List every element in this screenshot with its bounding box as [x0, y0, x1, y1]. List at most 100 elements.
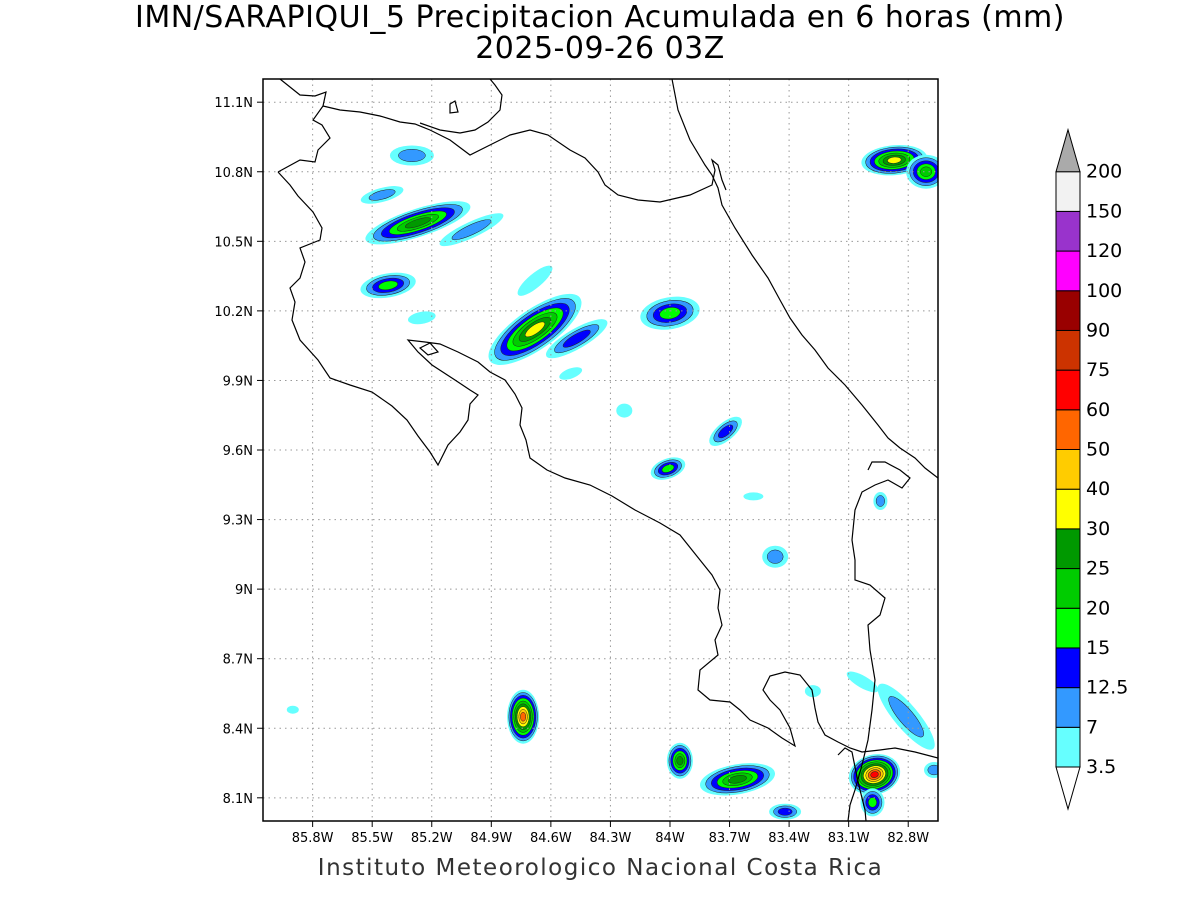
precip-cell: [517, 265, 553, 296]
colorbar-label: 150: [1086, 200, 1122, 222]
osa-lakes: [418, 342, 440, 356]
precip-cell: [507, 689, 540, 744]
precip-cell: [360, 272, 416, 299]
map-title: IMN/SARAPIQUI_5 Precipitacion Acumulada …: [0, 2, 1200, 64]
colorbar-swatch: [1055, 488, 1081, 530]
precip-cell: [877, 683, 935, 750]
colorbar-label: 25: [1086, 558, 1110, 580]
contour-level-7: [524, 321, 546, 338]
map-plot-background: [263, 79, 938, 821]
lon-tick-label: 82.8W: [887, 831, 929, 846]
precip-cell: [439, 213, 504, 247]
colorbar-swatch: [1055, 409, 1081, 450]
contour-level-6: [676, 756, 684, 766]
contour-level-1: [559, 367, 583, 380]
precip-cell: [699, 763, 776, 796]
colorbar-swatch: [1055, 726, 1081, 768]
colorbar-label: 12.5: [1086, 677, 1128, 699]
contour-level-10: [870, 771, 879, 778]
contour-level-2: [875, 495, 885, 507]
colorbar-label: 75: [1086, 359, 1110, 381]
colorbar-max-arrow: [1055, 127, 1081, 173]
contour-level-7: [887, 156, 902, 164]
colorbar-label: 60: [1086, 399, 1110, 421]
colorbar-swatch: [1055, 607, 1081, 649]
colorbar-label: 7: [1086, 716, 1098, 738]
lon-tick-label: 85.2W: [411, 831, 453, 846]
precip-cell: [873, 492, 888, 510]
colorbar-swatch: [1055, 528, 1081, 570]
contour-level-2: [766, 549, 784, 564]
contour-level-4: [661, 464, 675, 473]
lon-tick-label: 85.5W: [351, 831, 393, 846]
colorbar-swatch: [1055, 568, 1081, 609]
lat-tick-label: 9.3N: [223, 514, 253, 529]
ometepe-island: [449, 100, 459, 114]
pacific-coastline: [277, 79, 938, 759]
lon-tick-label: 85.8W: [292, 831, 334, 846]
colorbar-label: 90: [1086, 319, 1110, 341]
coastline-boundaries: [277, 79, 938, 821]
colorbar-min-arrow: [1055, 766, 1081, 811]
panama-border: [847, 461, 911, 821]
map-gridlines: [263, 79, 938, 821]
precip-cell: [559, 367, 583, 380]
colorbar-label: 200: [1086, 161, 1122, 183]
precip-cell: [650, 457, 686, 480]
lat-tick-label: 10.8N: [214, 166, 253, 181]
colorbar-label: 15: [1086, 637, 1110, 659]
precipitation-contours: [286, 144, 938, 820]
caribbean-coastline: [671, 79, 938, 479]
contour-level-4: [378, 280, 398, 291]
contour-level-1: [804, 685, 821, 698]
precip-cell: [769, 803, 802, 820]
lon-tick-label: 83.7W: [709, 831, 751, 846]
contour-level-1: [517, 265, 553, 296]
precip-cell: [848, 754, 901, 796]
colorbar-label: 30: [1086, 518, 1110, 540]
lat-tick-label: 11.1N: [214, 96, 253, 111]
contour-level-1: [743, 492, 764, 501]
contour-level-3: [777, 807, 793, 816]
lat-tick-label: 10.5N: [214, 235, 253, 250]
contour-level-3: [718, 424, 734, 439]
colorbar-label: 20: [1086, 597, 1110, 619]
colorbar-swatch: [1055, 449, 1081, 490]
colorbar-swatch: [1055, 210, 1081, 252]
lat-tick-label: 9.9N: [223, 374, 253, 389]
lat-tick-label: 9N: [235, 583, 253, 598]
contour-level-2: [398, 149, 426, 162]
footer-credit: Instituto Meteorologico Nacional Costa R…: [317, 855, 884, 881]
colorbar-swatch: [1055, 329, 1081, 371]
lon-tick-label: 84.9W: [470, 831, 512, 846]
lon-tick-label: 84.6W: [530, 831, 572, 846]
lon-tick-label: 84W: [655, 831, 685, 846]
precip-cell: [666, 742, 693, 779]
precip-cell: [762, 545, 789, 568]
colorbar-swatch: [1055, 647, 1081, 689]
colorbar-swatch: [1055, 250, 1081, 292]
contour-level-5: [920, 166, 933, 177]
lon-tick-label: 83.1W: [828, 831, 870, 846]
precip-cell: [709, 416, 742, 446]
colorbar-swatch: [1055, 687, 1081, 728]
contour-level-1: [846, 671, 879, 693]
contour-level-2: [368, 189, 396, 201]
lat-tick-label: 8.1N: [223, 792, 253, 807]
precip-cell: [640, 296, 700, 330]
precip-cell: [545, 319, 608, 359]
precip-cell: [846, 671, 879, 693]
precip-cell: [286, 705, 299, 714]
lake-nicaragua-shore: [419, 79, 503, 134]
title-line-2: 2025-09-26 03Z: [475, 31, 725, 66]
contour-level-4: [659, 307, 681, 320]
precip-cell: [616, 403, 633, 418]
colorbar: 3.5 7 12.5 15 20 25 30 40 50 60 75 90 100 120 150 200: [1055, 127, 1128, 811]
precip-cell: [743, 492, 764, 501]
colorbar-label: 100: [1086, 280, 1122, 302]
colorbar-label: 3.5: [1086, 756, 1116, 778]
contour-level-3: [562, 329, 591, 348]
precip-cell: [389, 145, 434, 166]
lon-tick-label: 83.4W: [768, 831, 810, 846]
contour-level-2: [451, 219, 492, 241]
